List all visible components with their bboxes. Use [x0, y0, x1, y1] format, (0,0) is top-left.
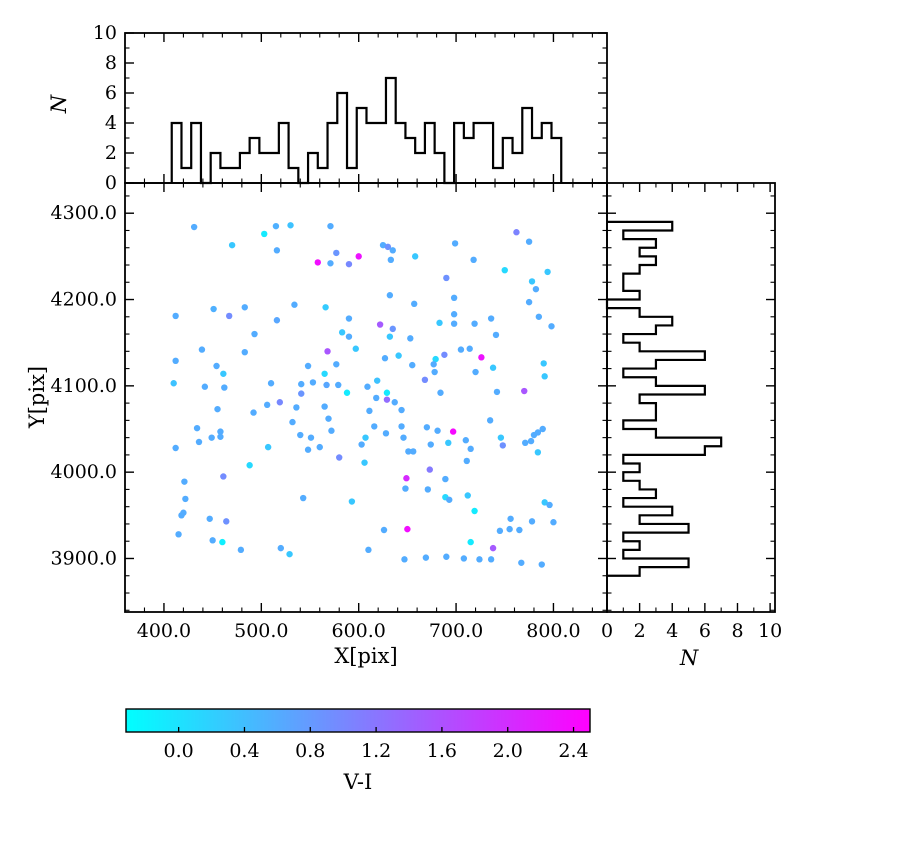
svg-text:800.0: 800.0 [526, 620, 580, 642]
svg-text:8: 8 [105, 52, 117, 74]
svg-text:2: 2 [105, 142, 117, 164]
svg-text:10: 10 [758, 620, 782, 642]
svg-text:0.8: 0.8 [295, 740, 325, 762]
svg-text:4000.0: 4000.0 [51, 461, 117, 483]
svg-text:600.0: 600.0 [331, 620, 385, 642]
svg-text:500.0: 500.0 [234, 620, 288, 642]
svg-text:4200.0: 4200.0 [51, 289, 117, 311]
svg-text:0.0: 0.0 [164, 740, 194, 762]
svg-text:700.0: 700.0 [429, 620, 483, 642]
svg-text:0: 0 [601, 620, 613, 642]
svg-text:6: 6 [105, 82, 117, 104]
right-histogram-panel [605, 182, 776, 613]
svg-text:2: 2 [634, 620, 646, 642]
svg-text:10: 10 [93, 22, 117, 44]
colorbar [125, 708, 591, 733]
svg-text:N: N [679, 646, 699, 670]
top-histogram-panel [124, 32, 608, 185]
svg-text:Y[pix]: Y[pix] [25, 366, 49, 429]
svg-text:6: 6 [699, 620, 711, 642]
svg-text:1.2: 1.2 [361, 740, 391, 762]
svg-text:2.0: 2.0 [493, 740, 523, 762]
svg-text:4: 4 [105, 112, 117, 134]
svg-text:1.6: 1.6 [427, 740, 457, 762]
svg-text:8: 8 [731, 620, 743, 642]
scatter-points [170, 222, 557, 568]
main-scatter-panel [124, 182, 608, 613]
svg-text:0: 0 [105, 172, 117, 194]
svg-text:400.0: 400.0 [137, 620, 191, 642]
svg-text:4100.0: 4100.0 [51, 375, 117, 397]
svg-text:4: 4 [666, 620, 678, 642]
axis-labels: 400.0 500.0 600.0 700.0 800.03900.04000.0410… [25, 22, 782, 794]
svg-text:3900.0: 3900.0 [51, 547, 117, 569]
svg-text:2.4: 2.4 [558, 740, 588, 762]
svg-text:4300.0: 4300.0 [51, 202, 117, 224]
svg-text:N: N [47, 94, 71, 114]
svg-text:X[pix]: X[pix] [334, 644, 397, 668]
svg-text:V-I: V-I [343, 770, 373, 794]
svg-text:0.4: 0.4 [229, 740, 259, 762]
